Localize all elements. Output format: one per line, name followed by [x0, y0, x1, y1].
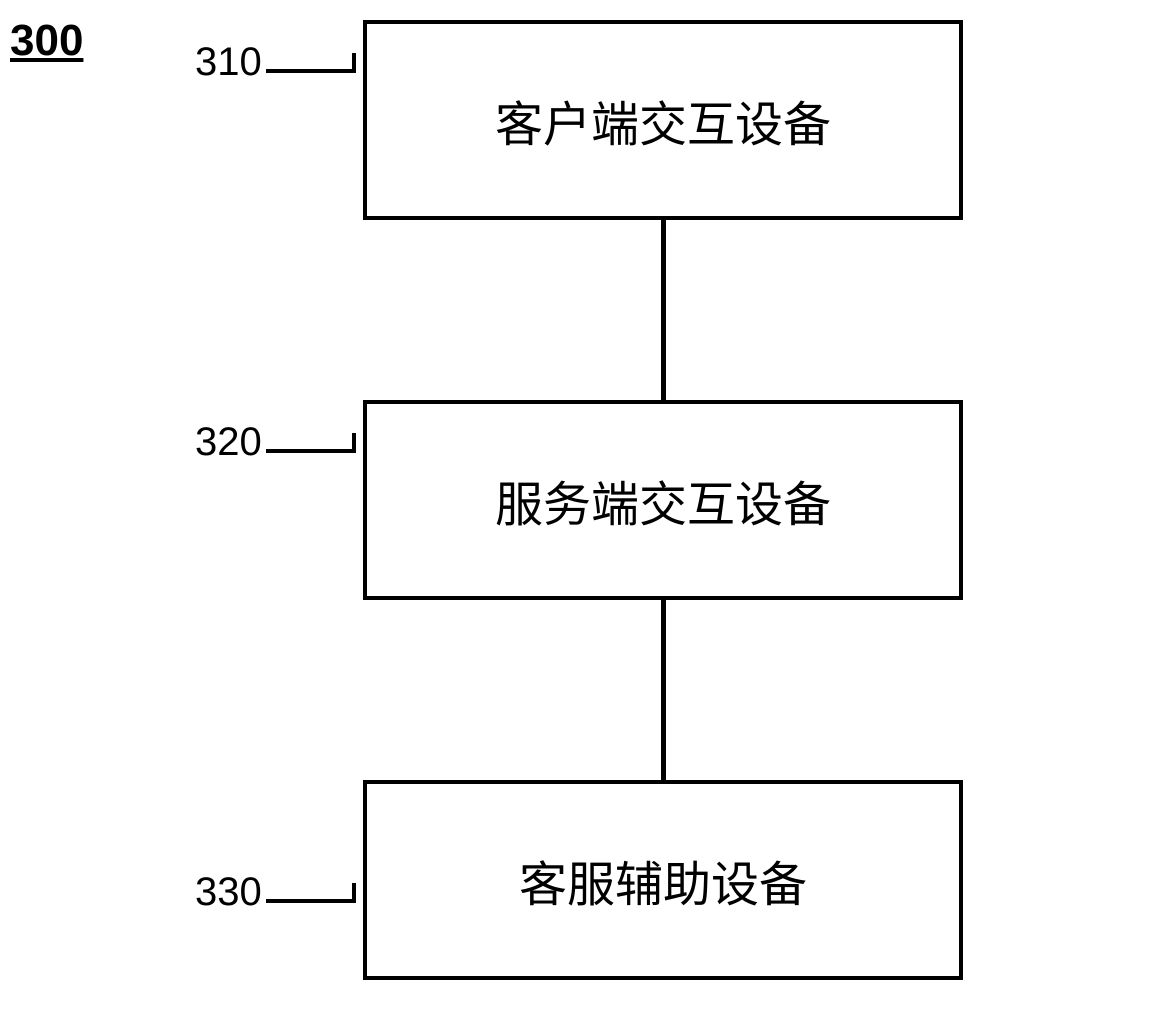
node-label-330: 330: [195, 870, 356, 915]
label-connector-310: [266, 53, 356, 73]
node-label-310: 310: [195, 40, 356, 85]
node-box-310: 客户端交互设备: [363, 20, 963, 220]
node-box-320: 服务端交互设备: [363, 400, 963, 600]
node-label-320: 320: [195, 420, 356, 465]
flowchart-diagram: 300 310 客户端交互设备 320 服务端交互设备 330 客服辅助设备: [0, 0, 1149, 1035]
label-text-310: 310: [195, 40, 262, 85]
label-connector-330: [266, 883, 356, 903]
node-box-330: 客服辅助设备: [363, 780, 963, 980]
edge-320-330: [661, 600, 666, 780]
figure-number: 300: [10, 16, 83, 66]
node-text-310: 客户端交互设备: [495, 85, 831, 155]
label-text-320: 320: [195, 420, 262, 465]
node-text-330: 客服辅助设备: [519, 845, 807, 915]
label-connector-320: [266, 433, 356, 453]
edge-310-320: [661, 220, 666, 400]
node-text-320: 服务端交互设备: [495, 465, 831, 535]
label-text-330: 330: [195, 870, 262, 915]
